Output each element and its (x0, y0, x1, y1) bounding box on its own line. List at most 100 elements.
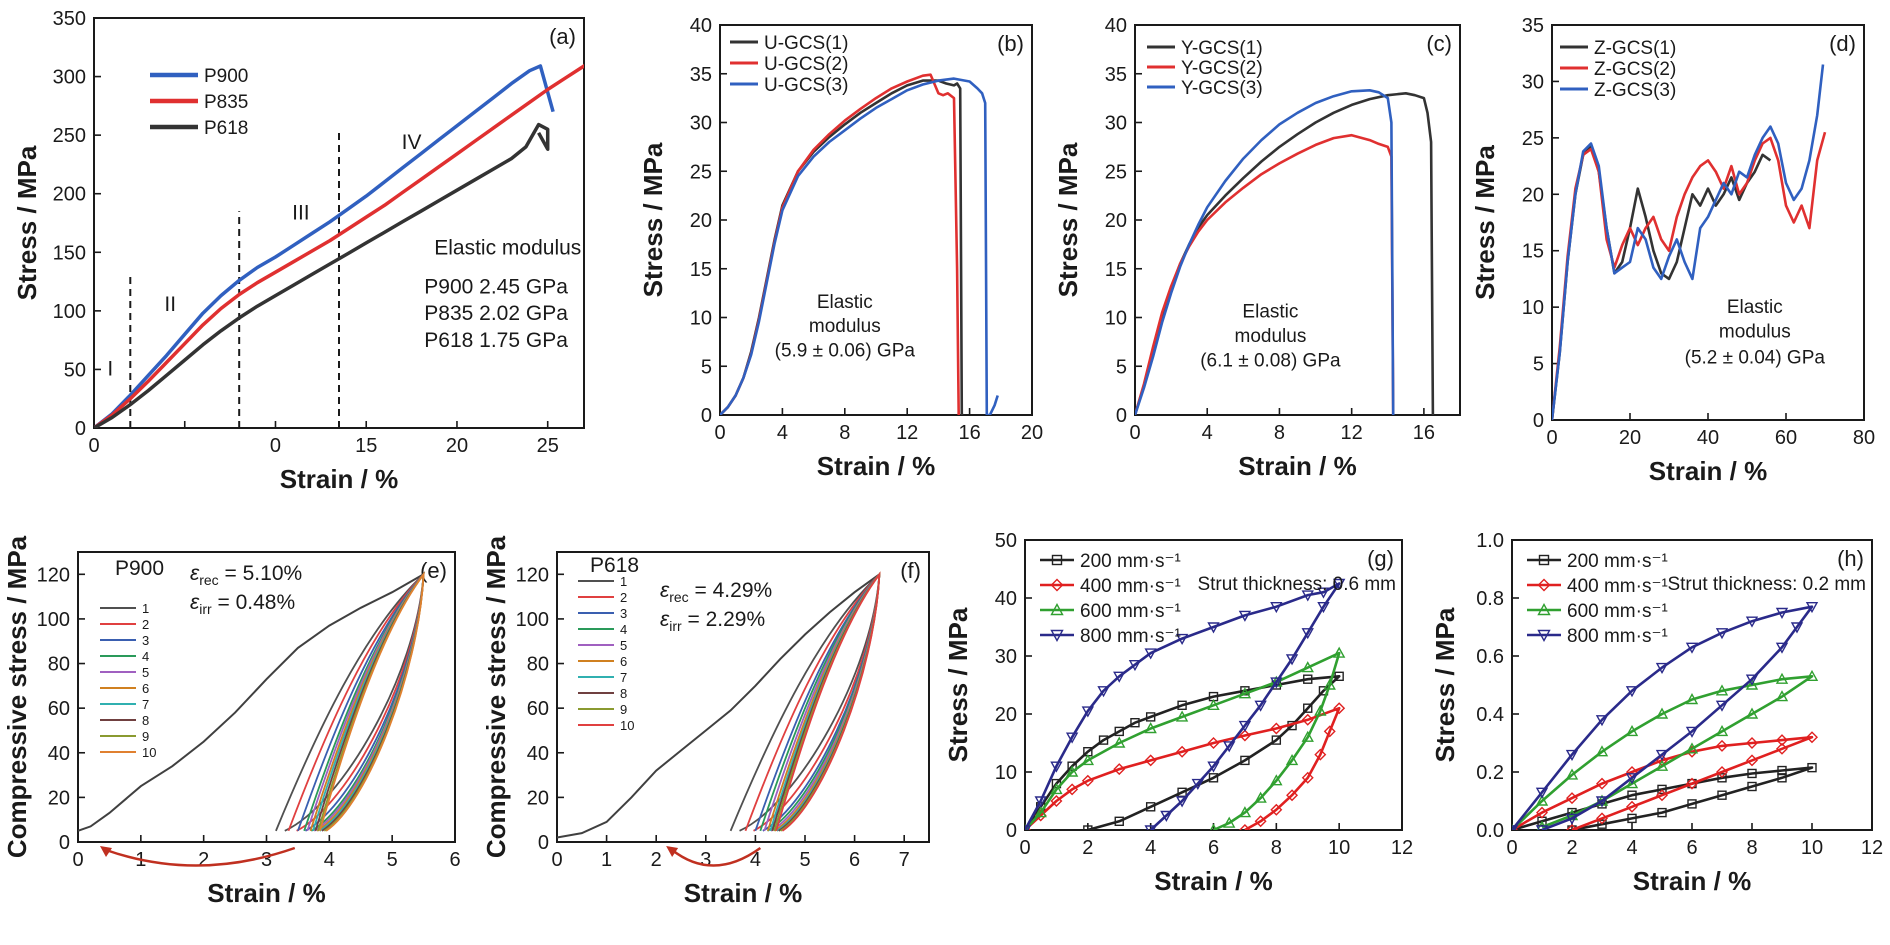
data-point (1066, 783, 1079, 796)
data-point (1655, 662, 1669, 675)
data-point (1207, 761, 1220, 773)
legend-label: P835 (204, 92, 248, 113)
series-line (94, 64, 555, 428)
data-point (1332, 646, 1346, 658)
data-point (1238, 610, 1252, 622)
y-tick-label: 150 (53, 242, 86, 264)
epsilon-subscript: irr (199, 601, 212, 617)
legend-label: U-GCS(2) (764, 54, 848, 75)
x-tick-label: 12 (1861, 837, 1883, 859)
data-point (1209, 823, 1218, 830)
y-tick-label: 300 (53, 67, 86, 89)
strain-annotation: εirr = 0.48% (190, 591, 295, 617)
x-tick-label: 8 (1274, 422, 1285, 444)
legend-label: Z-GCS(3) (1594, 80, 1676, 101)
data-point (1301, 713, 1314, 726)
data-point (1270, 774, 1283, 786)
y-tick-label: 30 (1105, 113, 1127, 135)
y-tick-label: 20 (1105, 210, 1127, 232)
data-point (1177, 700, 1187, 710)
plot-area (1135, 89, 1435, 415)
y-tick-label: 80 (48, 654, 70, 676)
data-point (1081, 706, 1095, 718)
data-point (1746, 737, 1758, 749)
data-point (1175, 633, 1189, 646)
x-tick-label: 20 (1619, 427, 1641, 449)
data-point (1715, 700, 1729, 712)
data-point (1051, 554, 1063, 566)
data-point (1050, 603, 1064, 616)
data-point (1537, 629, 1551, 642)
data-point (1626, 800, 1638, 813)
data-point (1145, 802, 1156, 812)
data-point (1566, 792, 1578, 805)
legend-label: 6 (620, 654, 627, 669)
data-point (1596, 777, 1608, 790)
y-axis-label: Stress / MPa (943, 607, 973, 762)
data-point (1083, 825, 1093, 830)
chart-b: 0 4 8 12 16 20 0 5 10 15 20 25 30 35 40 Strain / % Stres… (638, 15, 1043, 481)
annotation-text: (5.9 ± 0.06) GPa (775, 341, 916, 362)
data-point (1535, 794, 1549, 806)
data-point (1144, 722, 1157, 734)
legend-label: 200 mm·s⁻¹ (1080, 551, 1181, 572)
data-point (1538, 554, 1550, 566)
x-tick-label: 0 (1129, 422, 1140, 444)
x-tick-label: 0 (270, 435, 281, 457)
data-point (1775, 642, 1789, 654)
y-tick-label: 5 (1116, 356, 1127, 378)
data-point (1777, 765, 1787, 776)
data-point (1567, 825, 1577, 830)
data-point (1176, 745, 1189, 758)
chart-g: 0 2 4 6 8 10 12 0 10 20 30 40 50 Strain / % Stress / M… (943, 530, 1413, 896)
data-point (1745, 674, 1759, 686)
annotation-text: P900 2.45 GPa (424, 275, 568, 298)
data-point (1160, 810, 1173, 822)
recovery-arrowhead (99, 846, 112, 857)
y-tick-label: 30 (1522, 71, 1544, 93)
data-point (1238, 806, 1252, 818)
data-point (1254, 791, 1267, 803)
y-tick-label: 30 (995, 646, 1017, 668)
data-point (1270, 722, 1283, 735)
series-line (1135, 133, 1395, 415)
data-point (1175, 796, 1189, 808)
data-point (1207, 737, 1220, 749)
x-tick-label: 4 (750, 849, 761, 871)
data-point (1144, 754, 1157, 767)
data-point (1323, 678, 1336, 690)
data-point (1301, 590, 1314, 602)
y-tick-label: 0.6 (1476, 646, 1504, 668)
y-axis-label: Stress / MPa (1430, 607, 1460, 762)
y-axis-label: Stress / MPa (638, 142, 668, 297)
data-point (1098, 735, 1109, 745)
x-tick-label: 4 (777, 422, 788, 444)
data-point (1034, 806, 1047, 818)
data-point (1537, 603, 1551, 616)
data-point (1807, 762, 1817, 773)
data-point (1776, 734, 1788, 747)
data-point (1050, 795, 1063, 807)
y-tick-label: 15 (690, 259, 712, 281)
x-tick-label: 6 (449, 849, 460, 871)
series-line (1512, 605, 1814, 830)
data-point (1332, 578, 1346, 590)
data-point (1595, 745, 1609, 757)
legend-label: 6 (142, 681, 149, 696)
x-tick-label: 5 (387, 849, 398, 871)
data-point (1065, 765, 1079, 777)
series-line (94, 63, 584, 428)
epsilon-value: = 5.10% (219, 562, 302, 585)
data-point (1314, 704, 1327, 716)
data-point (1130, 718, 1140, 728)
legend-label: Y-GCS(2) (1181, 58, 1263, 79)
y-tick-label: 15 (1522, 241, 1544, 263)
legend-label: 400 mm·s⁻¹ (1567, 576, 1668, 597)
x-axis-label: Strain / % (817, 451, 935, 481)
strut-thickness-note: Strut thickness: 0.2 mm (1667, 574, 1866, 595)
data-point (1687, 799, 1697, 809)
data-point (1081, 753, 1095, 766)
x-tick-label: 4 (1145, 837, 1156, 859)
data-point (1775, 690, 1789, 702)
y-tick-label: 80 (527, 654, 549, 676)
